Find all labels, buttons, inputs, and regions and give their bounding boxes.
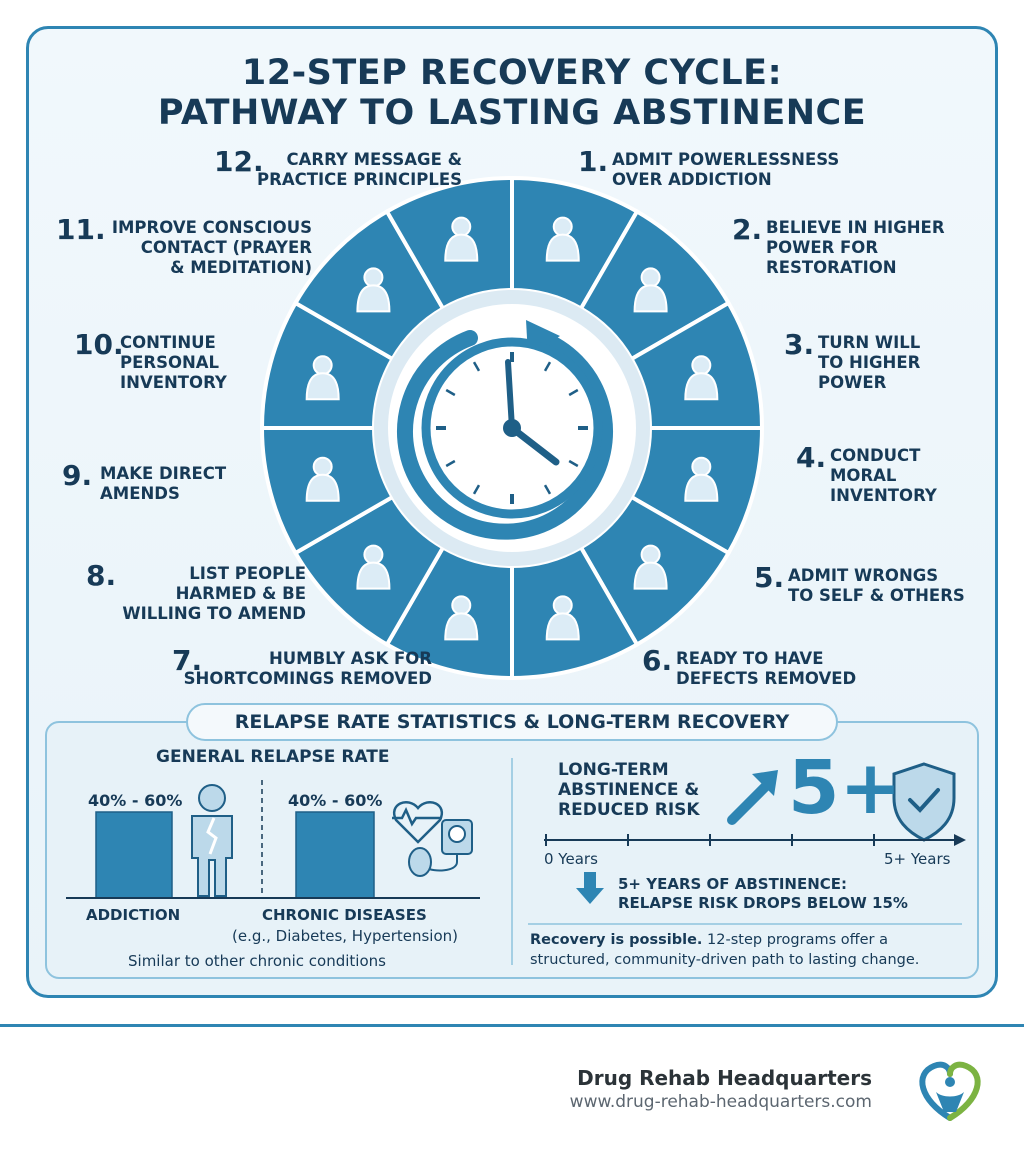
meditation-icon bbox=[356, 267, 391, 313]
step-3-number: 3. bbox=[784, 328, 815, 361]
clock-hour-hand bbox=[508, 424, 560, 466]
brand-url[interactable]: www.drug-rehab-headquarters.com bbox=[569, 1092, 872, 1112]
clock-ticks bbox=[436, 352, 588, 504]
step-8-label: 8. LIST PEOPLE HARMED & BE WILLING TO AM… bbox=[86, 559, 306, 624]
step-2-text: BELIEVE IN HIGHER POWER FOR RESTORATION bbox=[766, 218, 945, 277]
step-1-number: 1. bbox=[578, 145, 609, 178]
clock-center bbox=[503, 419, 521, 437]
recovery-wheel bbox=[262, 178, 762, 678]
step-4-label: 4. CONDUCT MORAL INVENTORY bbox=[796, 441, 937, 506]
clock-tick bbox=[568, 388, 579, 397]
step-5-label: 5. ADMIT WRONGS TO SELF & OTHERS bbox=[754, 561, 965, 606]
step-12-label: 12. CARRY MESSAGE & PRACTICE PRINCIPLES bbox=[214, 145, 462, 190]
recovery-bold: Recovery is possible. bbox=[530, 932, 703, 948]
group-arrows-icon bbox=[444, 216, 479, 262]
title-line-1: 12-STEP RECOVERY CYCLE: bbox=[241, 53, 783, 93]
step-7-text: HUMBLY ASK FOR SHORTCOMINGS REMOVED bbox=[183, 649, 432, 688]
two-people-talking-icon bbox=[633, 544, 668, 590]
drop-line-1: 5+ YEARS OF ABSTINENCE: bbox=[618, 875, 848, 893]
clock-minute-hand bbox=[505, 359, 515, 431]
step-6-label: 6. READY TO HAVE DEFECTS REMOVED bbox=[642, 644, 857, 689]
handshake-icon bbox=[305, 456, 340, 502]
person-shedding-icon bbox=[545, 595, 580, 641]
step-10-text: CONTINUE PERSONAL INVENTORY bbox=[120, 333, 227, 392]
brand-logo-icon bbox=[919, 1061, 981, 1121]
general-relapse-title: GENERAL RELAPSE RATE bbox=[156, 747, 390, 767]
step-5-text: ADMIT WRONGS TO SELF & OTHERS bbox=[788, 566, 965, 605]
step-7-label: 7. HUMBLY ASK FOR SHORTCOMINGS REMOVED bbox=[172, 644, 432, 689]
step-11-text: IMPROVE CONSCIOUS CONTACT (PRAYER & MEDI… bbox=[111, 218, 312, 277]
similar-note: Similar to other chronic conditions bbox=[128, 952, 386, 970]
step-9-label: 9. MAKE DIRECT AMENDS bbox=[62, 459, 238, 504]
kneeling-person-icon bbox=[444, 595, 479, 641]
chronic-label: CHRONIC DISEASES bbox=[262, 906, 427, 924]
brand-name: Drug Rehab Headquarters bbox=[577, 1066, 872, 1090]
recovery-line-2: structured, community-driven path to las… bbox=[530, 952, 920, 968]
axis-start-label: 0 Years bbox=[544, 850, 598, 868]
step-2-label: 2. BELIEVE IN HIGHER POWER FOR RESTORATI… bbox=[732, 213, 945, 278]
book-magnifier-icon bbox=[684, 456, 719, 502]
recovery-line-1: Recovery is possible. 12-step programs o… bbox=[530, 932, 888, 948]
clock-tick bbox=[445, 459, 456, 468]
step-1-text: ADMIT POWERLESSNESS OVER ADDICTION bbox=[612, 150, 840, 189]
step-4-number: 4. bbox=[796, 441, 827, 474]
title-line-2: PATHWAY TO LASTING ABSTINENCE bbox=[157, 93, 867, 133]
clock-tick bbox=[543, 484, 552, 495]
segment-icons bbox=[305, 216, 719, 641]
step-3-text: TURN WILL TO HIGHER POWER bbox=[818, 333, 921, 392]
chronic-sub: (e.g., Diabetes, Hypertension) bbox=[232, 927, 459, 945]
notebook-mirror-icon bbox=[305, 355, 340, 401]
step-12-text: CARRY MESSAGE & PRACTICE PRINCIPLES bbox=[257, 150, 462, 189]
addiction-label: ADDICTION bbox=[86, 906, 181, 924]
step-6-text: READY TO HAVE DEFECTS REMOVED bbox=[676, 649, 857, 688]
chronic-range: 40% - 60% bbox=[288, 791, 383, 810]
step-10-label: 10. CONTINUE PERSONAL INVENTORY bbox=[74, 328, 240, 393]
stats-heading: RELAPSE RATE STATISTICS & LONG-TERM RECO… bbox=[186, 703, 838, 741]
step-7-number: 7. bbox=[172, 644, 203, 677]
step-3-label: 3. TURN WILL TO HIGHER POWER bbox=[784, 328, 921, 393]
recovery-rest: 12-step programs offer a bbox=[702, 932, 888, 948]
drop-line-2: RELAPSE RISK DROPS BELOW 15% bbox=[618, 894, 908, 912]
big-number: 5+ bbox=[788, 745, 902, 831]
broken-chain-icon bbox=[545, 216, 580, 262]
step-9-text: MAKE DIRECT AMENDS bbox=[100, 464, 227, 503]
raised-arms-person-icon bbox=[633, 267, 668, 313]
axis-end-label: 5+ Years bbox=[884, 850, 951, 868]
clock-icon bbox=[421, 337, 603, 519]
step-4-text: CONDUCT MORAL INVENTORY bbox=[830, 446, 937, 505]
step-8-text: LIST PEOPLE HARMED & BE WILLING TO AMEND bbox=[122, 564, 306, 623]
hands-holding-heart-icon bbox=[684, 355, 719, 401]
clock-tick bbox=[568, 459, 579, 468]
list-quill-icon bbox=[356, 544, 391, 590]
step-11-number: 11. bbox=[56, 213, 106, 246]
longterm-title: LONG-TERM ABSTINENCE & REDUCED RISK bbox=[558, 760, 700, 820]
step-2-number: 2. bbox=[732, 213, 763, 246]
step-12-number: 12. bbox=[214, 145, 264, 178]
footer-divider bbox=[0, 1024, 1024, 1027]
step-10-number: 10. bbox=[74, 328, 124, 361]
clock-tick bbox=[472, 484, 481, 495]
step-8-number: 8. bbox=[86, 559, 117, 592]
step-1-label: 1. ADMIT POWERLESSNESS OVER ADDICTION bbox=[578, 145, 840, 190]
step-9-number: 9. bbox=[62, 459, 93, 492]
clock-tick bbox=[445, 388, 456, 397]
step-5-number: 5. bbox=[754, 561, 785, 594]
step-11-label: 11. IMPROVE CONSCIOUS CONTACT (PRAYER & … bbox=[56, 213, 312, 278]
step-6-number: 6. bbox=[642, 644, 673, 677]
clock-tick bbox=[543, 361, 552, 372]
addiction-range: 40% - 60% bbox=[88, 791, 183, 810]
clock-tick bbox=[472, 361, 481, 372]
